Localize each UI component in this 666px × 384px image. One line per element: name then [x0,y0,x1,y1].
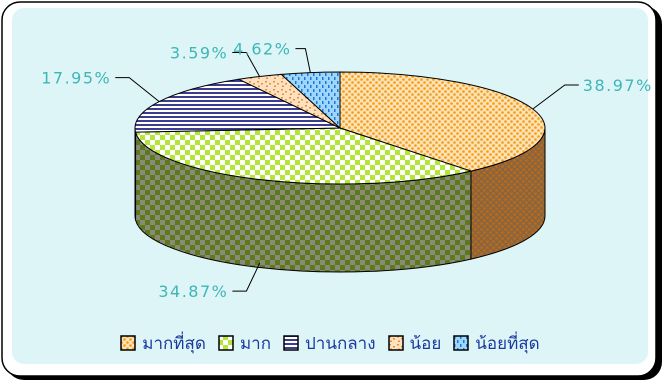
legend-swatch [218,335,234,351]
legend-label: น้อย [409,333,442,354]
slice-percent-label: 34.87% [158,282,228,301]
leader-line [232,262,261,292]
slice-percent-label: 4.62% [233,40,291,59]
pie-slice [134,127,473,185]
leader-line [532,84,579,110]
label-layer: 38.97% 34.87% 17.95% 3.59% 4.62% [41,40,653,302]
leader-line [115,77,160,102]
legend-item: ปานกลาง [283,330,376,357]
legend-item: มากที่สุด [120,330,206,357]
pie-side-hstripe-navy [134,127,137,221]
legend-item: น้อยที่สุด [453,330,540,357]
legend: มากที่สุด มาก ปานกลาง น้อย น้อยที่สุด [40,318,620,368]
pie-slice [134,78,341,133]
pie-slice [339,71,546,172]
legend-label: น้อยที่สุด [475,333,540,354]
leader-line [232,51,261,77]
legend-swatch [283,335,299,351]
legend-item: น้อย [387,330,442,357]
legend-label: ปานกลาง [304,333,376,354]
leader-line [295,48,311,73]
slice-percent-label: 3.59% [170,43,228,62]
legend-label: มากที่สุด [142,333,206,354]
slice-percent-label: 38.97% [583,76,653,95]
slice-percent-label: 17.95% [41,69,111,88]
pie-slice [280,71,341,130]
legend-item: มาก [218,330,271,357]
legend-swatch [453,335,470,351]
pie-layer [134,71,546,273]
legend-swatch [120,335,137,351]
legend-label: มาก [239,333,271,354]
legend-swatch [387,335,404,351]
